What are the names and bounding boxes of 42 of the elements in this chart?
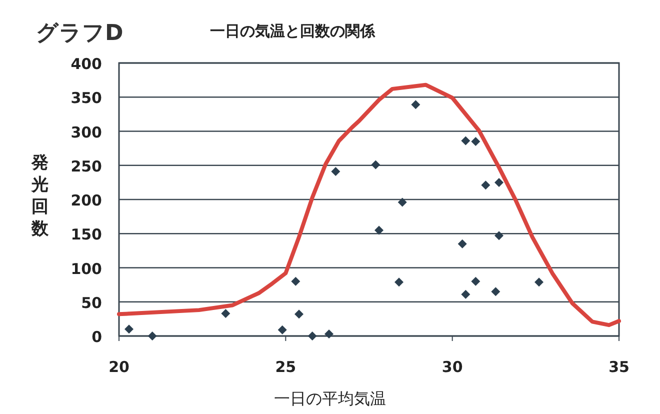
chart-title: グラフD	[36, 21, 124, 46]
point	[371, 160, 380, 170]
x-tick-label: 25	[275, 358, 296, 376]
point	[148, 332, 157, 340]
point	[534, 278, 544, 287]
y-tick-label: 400	[70, 55, 102, 73]
y-tick-label: 100	[70, 260, 102, 278]
y-tick-label: 0	[92, 328, 102, 346]
point	[394, 278, 404, 287]
point	[491, 287, 500, 296]
y-tick-label: 200	[70, 192, 102, 210]
y-tick-label: 150	[70, 226, 102, 244]
point	[471, 136, 480, 146]
point	[411, 100, 420, 110]
point	[278, 325, 287, 334]
point	[398, 198, 407, 207]
point	[458, 239, 467, 248]
y-tick-label: 250	[70, 157, 102, 176]
point	[494, 178, 504, 187]
x-tick-label: 30	[442, 358, 463, 376]
y-axis-title: 発光回数	[30, 153, 50, 239]
point	[494, 231, 504, 240]
point	[324, 329, 334, 338]
point	[308, 332, 317, 340]
point	[221, 308, 230, 318]
point	[471, 276, 480, 286]
x-tick-label: 35	[608, 358, 630, 376]
point	[461, 136, 470, 146]
y-tick-label: 50	[81, 294, 102, 312]
point	[331, 167, 340, 176]
point	[374, 226, 384, 235]
y-tick-label: 300	[70, 123, 102, 142]
point	[461, 290, 470, 299]
x-axis-title: 一日の平均気温	[274, 389, 386, 408]
point	[291, 276, 300, 286]
y-tick-label: 350	[70, 89, 102, 108]
chart-subtitle: 一日の気温と回数の関係	[210, 22, 376, 40]
line-series	[117, 82, 621, 328]
x-tick-label: 20	[108, 358, 130, 376]
point	[124, 324, 134, 334]
point	[294, 310, 304, 319]
point	[481, 180, 490, 190]
